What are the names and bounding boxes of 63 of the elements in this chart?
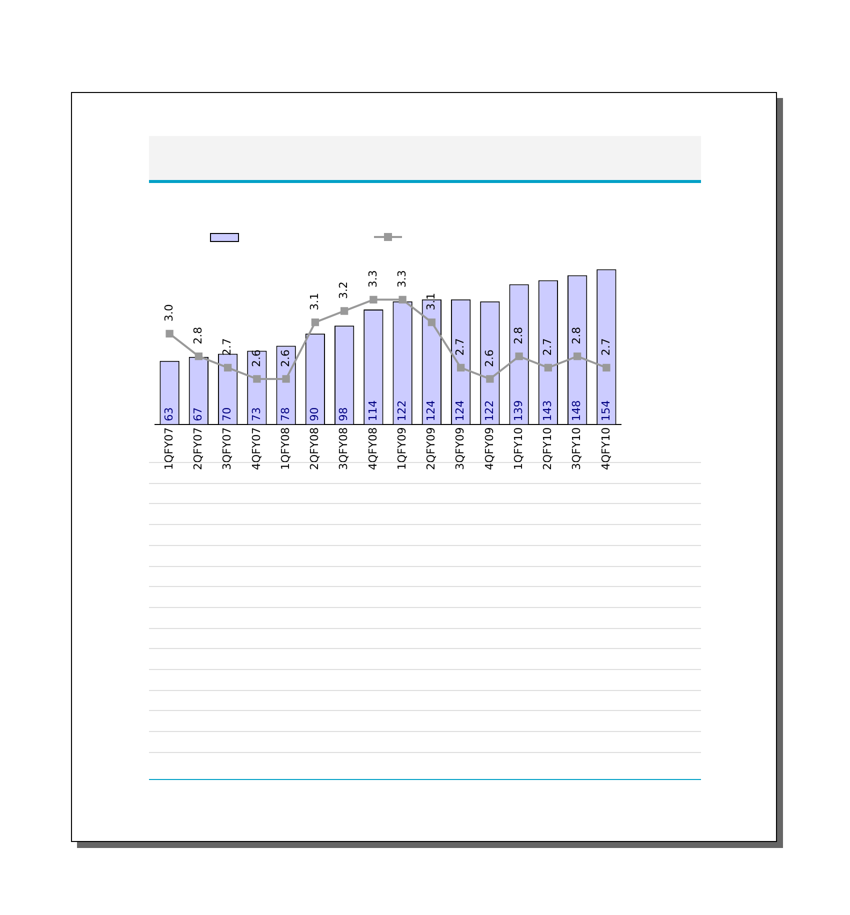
x-tick-label: 4QFY09: [482, 427, 496, 470]
data-label: 2.7: [599, 338, 612, 356]
data-label: 2.8: [570, 326, 584, 344]
x-tick-label: 4QFY08: [366, 427, 380, 470]
x-tick-label: 4QFY10: [599, 427, 612, 470]
data-label: 98: [337, 407, 350, 422]
x-tick-label: 3QFY08: [337, 427, 350, 470]
point: [370, 296, 378, 304]
data-label: 3.2: [337, 281, 350, 299]
data-label: 2.7: [220, 338, 234, 356]
point: [340, 307, 348, 315]
data-label: 2.8: [512, 326, 525, 344]
data-label: 78: [278, 407, 292, 422]
data-label: 124: [424, 400, 438, 422]
data-label: 67: [192, 407, 205, 422]
data-label: 114: [366, 400, 380, 422]
data-label: 3.3: [366, 270, 380, 288]
x-tick-label: 2QFY08: [308, 427, 322, 470]
data-label: 2.6: [482, 349, 496, 367]
point: [602, 364, 610, 372]
data-label: 70: [220, 407, 234, 422]
x-tick-label: 1QFY07: [162, 427, 176, 470]
point: [311, 318, 320, 326]
x-tick-label: 2QFY10: [541, 427, 554, 470]
x-tick-label: 1QFY09: [395, 427, 408, 470]
data-label: 73: [250, 407, 263, 422]
data-label: 139: [512, 400, 525, 422]
point: [544, 364, 552, 372]
point: [515, 352, 523, 360]
x-tick-label: 2QFY09: [424, 427, 438, 470]
x-tick-label: 3QFY09: [454, 427, 467, 470]
data-label: 2.6: [278, 349, 292, 367]
data-label: 3.3: [395, 270, 408, 288]
point: [194, 352, 203, 360]
x-tick-label: 4QFY07: [250, 427, 263, 470]
data-label: 2.8: [192, 326, 205, 344]
x-tick-label: 1QFY10: [512, 427, 525, 470]
point: [282, 375, 290, 383]
data-label: 3.1: [308, 292, 322, 310]
point: [398, 296, 406, 304]
data-label: 2.7: [454, 338, 467, 356]
data-label: 122: [482, 400, 496, 422]
data-label: 63: [162, 407, 176, 422]
point: [573, 352, 582, 360]
data-label: 124: [454, 400, 467, 422]
point: [166, 330, 174, 338]
x-tick-label: 2QFY07: [192, 427, 205, 470]
data-label: 90: [308, 407, 322, 422]
data-label: 148: [570, 400, 584, 422]
x-tick-label: 3QFY10: [570, 427, 584, 470]
x-tick-label: 3QFY07: [220, 427, 234, 470]
point: [456, 364, 465, 372]
data-label: 154: [599, 400, 612, 422]
point: [428, 318, 436, 326]
point: [486, 375, 494, 383]
data-label: 3.1: [424, 292, 438, 310]
data-label: 122: [395, 400, 408, 422]
data-label: 3.0: [162, 304, 176, 322]
data-label: 143: [541, 400, 554, 422]
point: [253, 375, 261, 383]
x-tick-label: 1QFY08: [278, 427, 292, 470]
data-label: 2.7: [541, 338, 554, 356]
point: [224, 364, 232, 372]
